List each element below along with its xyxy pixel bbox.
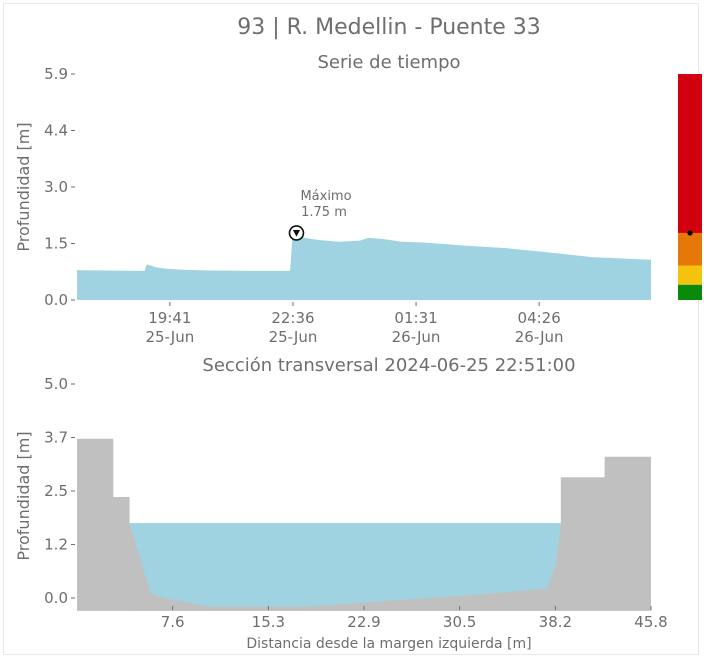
y-tick-label: 1.5	[44, 235, 68, 253]
figure-title: 93 | R. Medellin - Puente 33	[237, 15, 541, 40]
alert-level-bar	[678, 74, 702, 300]
x-tick-time-label: 04:26	[518, 309, 561, 327]
y-tick-label: 5.0	[44, 375, 68, 393]
figure-frame	[3, 3, 699, 655]
maximum-marker-triangle	[292, 229, 301, 237]
maximum-annotation-label: Máximo	[300, 189, 351, 204]
alert-level-segment	[678, 232, 702, 266]
x-tick-time-label: 22:36	[271, 309, 314, 327]
x-tick-label: 30.5	[443, 613, 476, 631]
timeseries-ylabel: Profundidad [m]	[14, 122, 33, 251]
terrain-profile-area	[77, 438, 651, 611]
section-subtitle: Sección transversal 2024-06-25 22:51:00	[202, 355, 575, 376]
y-tick-label: 1.2	[44, 536, 68, 554]
x-tick-label: 22.9	[347, 613, 380, 631]
y-tick-label: 3.7	[44, 429, 68, 447]
section-xlabel: Distancia desde la margen izquierda [m]	[246, 636, 531, 652]
section-ylabel: Profundidad [m]	[14, 431, 33, 560]
cross-section-plot: 0.0 1.2 2.5 3.7 5.0 7.6 15.3 22.9 30.5 38.2 45.8	[44, 375, 668, 631]
y-tick-label: 0.0	[44, 589, 68, 607]
current-level-dot	[687, 230, 693, 236]
x-tick-label: 38.2	[539, 613, 572, 631]
alert-level-segment	[678, 265, 702, 285]
x-tick-label: 15.3	[252, 613, 285, 631]
x-tick-date-label: 25-Jun	[145, 328, 194, 346]
maximum-annotation-value: 1.75 m	[301, 205, 347, 220]
y-tick-label: 4.4	[44, 122, 68, 140]
alert-level-segment	[678, 284, 702, 300]
x-tick-date-label: 26-Jun	[515, 328, 564, 346]
x-tick-label: 7.6	[161, 613, 185, 631]
y-tick-label: 3.0	[44, 178, 68, 196]
x-tick-time-label: 19:41	[148, 309, 191, 327]
timeseries-subtitle: Serie de tiempo	[317, 52, 460, 73]
depth-series-area	[77, 233, 651, 300]
x-tick-date-label: 25-Jun	[269, 328, 318, 346]
x-tick-time-label: 01:31	[394, 309, 437, 327]
x-tick-label: 45.8	[634, 613, 667, 631]
y-tick-label: 2.5	[44, 482, 68, 500]
y-tick-label: 5.9	[44, 65, 68, 83]
timeseries-plot: 0.01.53.04.45.919:4125-Jun22:3625-Jun01:…	[44, 65, 651, 346]
y-tick-label: 0.0	[44, 291, 68, 309]
alert-level-segment	[678, 74, 702, 233]
x-tick-date-label: 26-Jun	[392, 328, 441, 346]
